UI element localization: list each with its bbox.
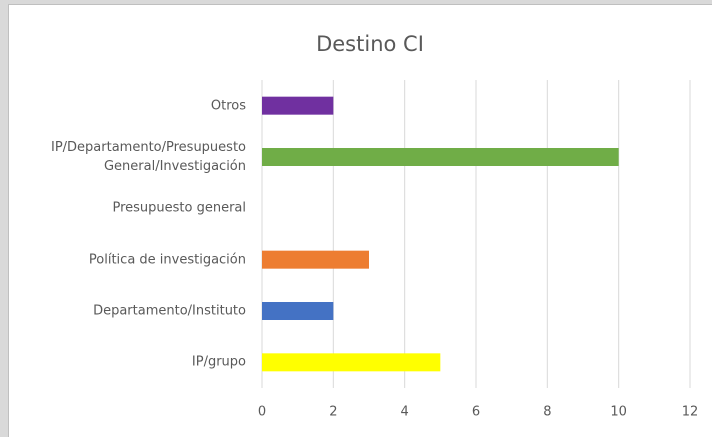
- x-tick-label: 6: [472, 405, 480, 420]
- bar: [262, 250, 369, 269]
- y-tick-label: Presupuesto general: [112, 200, 246, 216]
- bar: [262, 302, 334, 320]
- x-tick-label: 2: [329, 405, 337, 420]
- y-tick-label: Departamento/Instituto: [93, 303, 246, 319]
- x-tick-label: 10: [610, 405, 627, 420]
- bar: [262, 148, 619, 166]
- x-tick-label: 0: [258, 405, 266, 420]
- x-tick-label: 12: [682, 405, 699, 420]
- y-tick-label: Otros: [210, 98, 246, 114]
- x-tick-label: 4: [401, 405, 409, 420]
- bar: [262, 96, 334, 115]
- y-tick-label: IP/grupo: [191, 354, 246, 370]
- y-tick-label: Política de investigación: [88, 252, 246, 268]
- y-tick-label: IP/Departamento/Presupuesto General/Inve…: [50, 140, 246, 174]
- chart-title: Destino CI: [316, 32, 424, 56]
- x-tick-label: 8: [543, 405, 551, 420]
- bar: [262, 353, 441, 372]
